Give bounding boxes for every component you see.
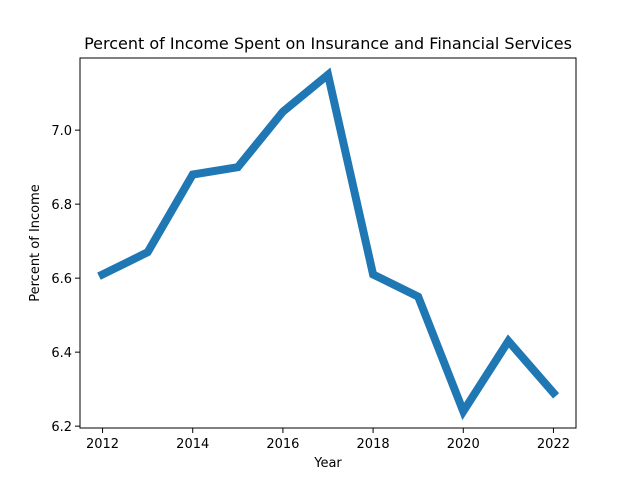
x-tick-label: 2012 bbox=[86, 437, 119, 452]
chart-title: Percent of Income Spent on Insurance and… bbox=[84, 34, 572, 53]
data-points bbox=[102, 74, 554, 412]
y-tick-label: 6.2 bbox=[51, 420, 72, 435]
x-tick-label: 2020 bbox=[447, 437, 480, 452]
y-tick-label: 6.4 bbox=[51, 346, 72, 361]
y-axis-ticks: 6.2 6.4 6.6 6.8 7.0 bbox=[51, 124, 80, 435]
x-tick-label: 2014 bbox=[176, 437, 209, 452]
y-tick-label: 7.0 bbox=[51, 124, 72, 139]
x-axis-label: Year bbox=[313, 456, 342, 471]
plot-area: 2012 2014 2016 2018 2020 2022 6.2 6.4 6.6 6.8 7.0 bbox=[51, 57, 577, 452]
x-axis-ticks: 2012 2014 2016 2018 2020 2022 bbox=[86, 428, 570, 452]
y-tick-label: 6.6 bbox=[51, 272, 72, 287]
y-tick-label: 6.8 bbox=[51, 198, 72, 213]
x-tick-label: 2016 bbox=[266, 437, 299, 452]
plot-frame bbox=[79, 57, 577, 429]
x-tick-label: 2022 bbox=[537, 437, 570, 452]
y-axis-label: Percent of Income bbox=[28, 184, 43, 302]
x-tick-label: 2018 bbox=[357, 437, 390, 452]
